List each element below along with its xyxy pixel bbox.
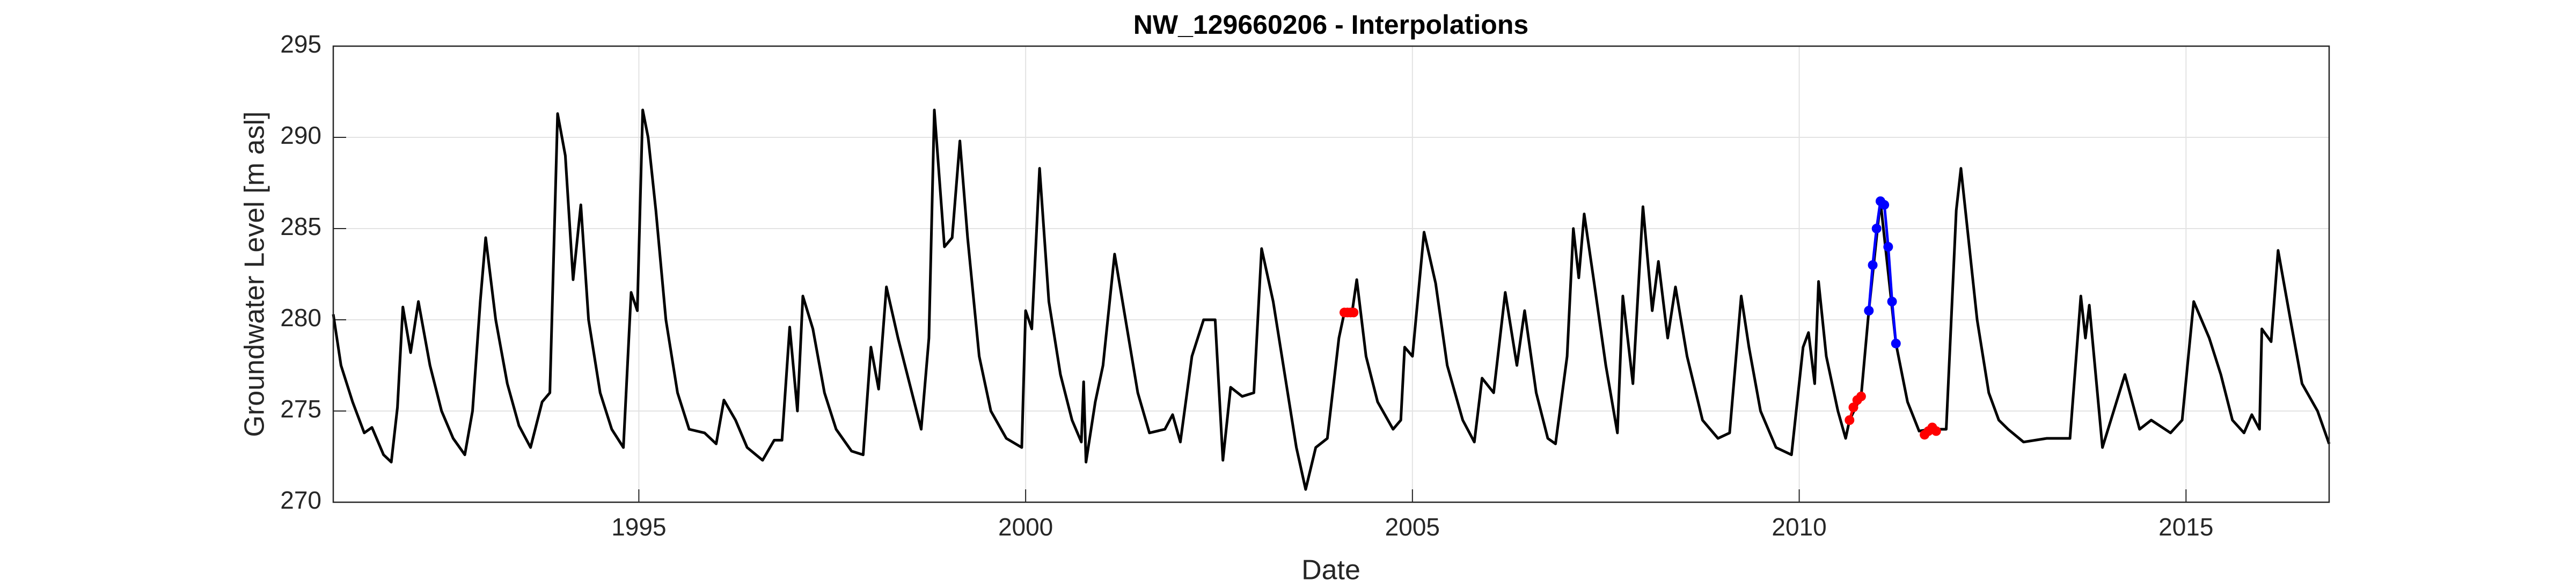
data-point <box>1871 224 1882 233</box>
data-point <box>1879 200 1890 210</box>
data-point <box>1868 260 1878 270</box>
y-tick-label: 280 <box>280 304 321 332</box>
y-tick-label: 275 <box>280 395 321 423</box>
y-tick-label: 270 <box>280 486 321 514</box>
y-tick-label: 290 <box>280 121 321 149</box>
x-tick-label: 2010 <box>1772 513 1826 541</box>
data-point <box>1887 297 1897 306</box>
y-tick-label: 295 <box>280 30 321 58</box>
y-tick-label: 285 <box>280 212 321 240</box>
data-point <box>1856 391 1866 401</box>
plot-frame <box>332 45 2330 503</box>
data-point <box>1848 402 1858 413</box>
x-tick-label: 2000 <box>998 513 1053 541</box>
x-tick-label: 1995 <box>611 513 666 541</box>
data-point <box>1883 242 1893 252</box>
data-point <box>1931 426 1941 436</box>
x-axis-label: Date <box>1301 555 1360 586</box>
x-tick-label: 2015 <box>2158 513 2213 541</box>
chart-title: NW_129660206 - Interpolations <box>1133 10 1528 40</box>
x-tick-label: 2005 <box>1385 513 1440 541</box>
data-point <box>1891 339 1901 349</box>
data-point <box>1845 415 1855 425</box>
data-point <box>1349 307 1359 318</box>
y-axis-label: Groundwater Level [m asl] <box>239 112 270 437</box>
data-point <box>1864 306 1874 315</box>
